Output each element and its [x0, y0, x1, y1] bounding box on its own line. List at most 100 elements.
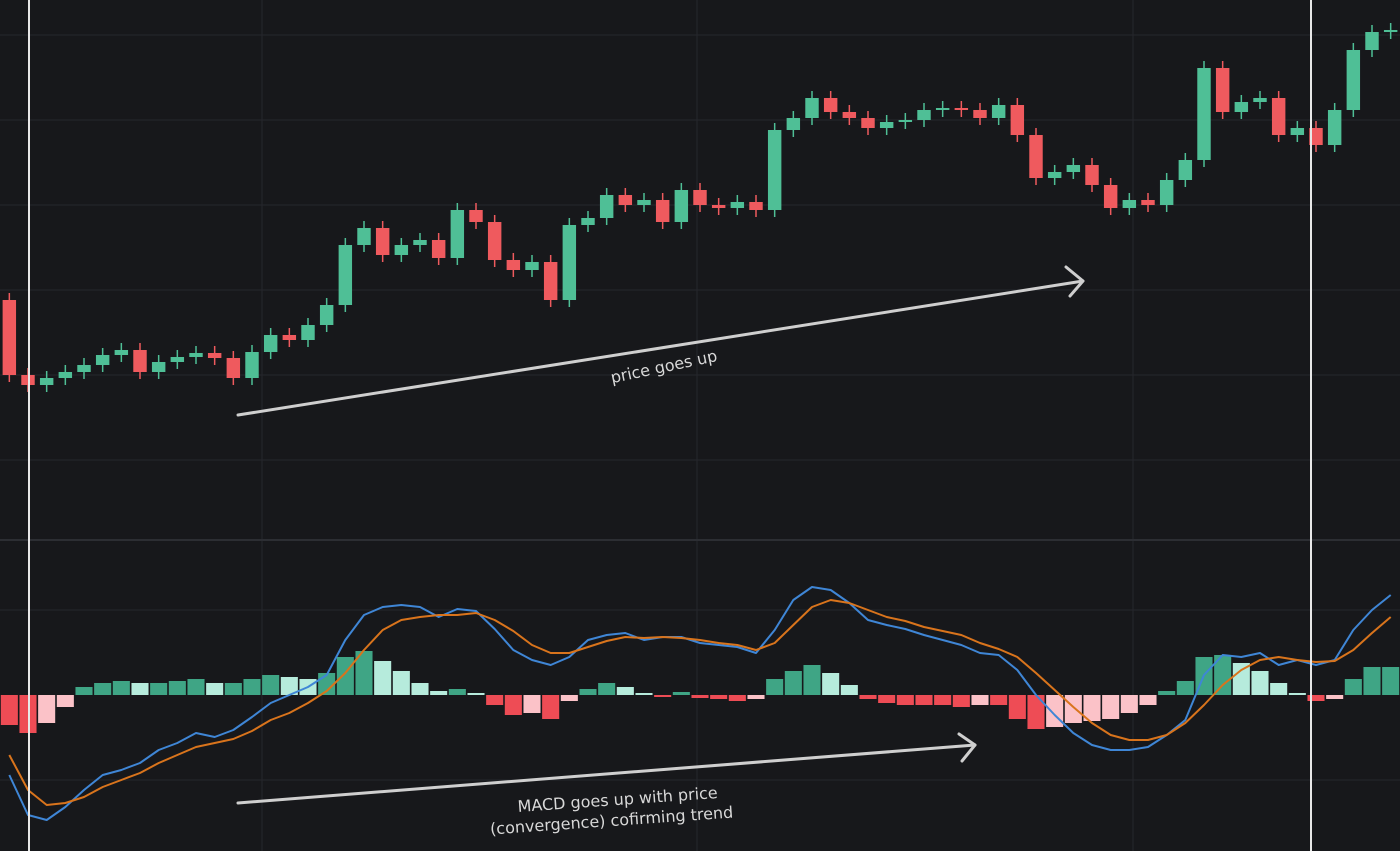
candle-body — [133, 350, 147, 372]
histogram-bar — [1382, 667, 1400, 695]
candle-body — [637, 200, 651, 205]
histogram-bar — [934, 695, 952, 705]
arrow-shaft — [236, 279, 1085, 417]
candle-body — [1197, 68, 1211, 160]
histogram-bar — [784, 671, 802, 695]
candle-body — [973, 110, 987, 118]
candle-body — [319, 305, 334, 325]
histogram-bar — [672, 692, 690, 695]
candle-body — [487, 222, 502, 260]
candle-body — [525, 262, 539, 270]
histogram-bar — [1046, 695, 1064, 727]
candle-body — [1029, 135, 1043, 178]
histogram-bar — [336, 657, 354, 695]
candle-body — [282, 335, 297, 340]
histogram-bar — [448, 689, 466, 695]
histogram-bar — [374, 661, 392, 695]
candle-body — [189, 353, 203, 357]
candle-body — [618, 195, 633, 205]
arrow-head — [1064, 265, 1085, 298]
histogram-bar — [112, 681, 130, 695]
histogram-bar — [1027, 695, 1045, 729]
histogram-bar — [747, 695, 765, 699]
histogram-bar — [1064, 695, 1082, 723]
histogram-bar — [710, 695, 728, 699]
histogram-bar — [840, 685, 858, 695]
histogram-bar — [878, 695, 896, 703]
histogram-bar — [1083, 695, 1101, 721]
candle-body — [506, 260, 521, 270]
candle-body — [655, 200, 670, 222]
candle-body — [711, 205, 726, 208]
histogram-bar — [896, 695, 914, 705]
histogram-bar — [1120, 695, 1138, 713]
histogram-bar — [243, 679, 261, 695]
candle-body — [1103, 185, 1118, 208]
candle-body — [842, 112, 857, 118]
candle-body — [749, 202, 763, 210]
histogram-bar — [579, 689, 597, 695]
plot-area — [0, 23, 1400, 821]
candle-body — [357, 228, 371, 245]
candle-body — [39, 378, 54, 385]
candle-body — [1290, 128, 1305, 135]
histogram-bar — [187, 679, 205, 695]
candle-body — [935, 108, 950, 110]
histogram-bar — [1008, 695, 1026, 719]
histogram-bar — [915, 695, 933, 705]
candle-body — [599, 195, 614, 218]
histogram-bar — [1270, 683, 1288, 695]
candle-body — [394, 245, 409, 255]
candle-body — [991, 105, 1006, 118]
histogram-bar — [262, 675, 280, 695]
macd-line — [8, 586, 1392, 821]
arrow — [236, 732, 977, 805]
histogram-bar — [1307, 695, 1325, 701]
candle-body — [469, 210, 483, 222]
histogram-bar — [728, 695, 746, 701]
candle-body — [917, 110, 931, 120]
histogram-bar — [430, 691, 448, 695]
candle-body — [1141, 200, 1155, 205]
candle-body — [562, 225, 577, 300]
histogram-bar — [952, 695, 970, 707]
candle-body — [1253, 98, 1267, 102]
histogram-bar — [131, 683, 149, 695]
candle-body — [1365, 32, 1379, 50]
candle-body — [170, 357, 185, 362]
histogram-bar — [542, 695, 560, 719]
histogram-bar — [168, 681, 186, 695]
candle-body — [226, 358, 241, 378]
candle-body — [431, 240, 446, 258]
candle-body — [1159, 180, 1174, 205]
histogram-bar — [411, 683, 429, 695]
histogram-bar — [224, 683, 242, 695]
histogram-bar — [822, 673, 840, 695]
histogram-bar — [355, 651, 373, 695]
candle-body — [543, 262, 558, 300]
candle-body — [1309, 128, 1323, 145]
candle-body — [674, 190, 689, 222]
candle-body — [1346, 50, 1361, 110]
histogram-bar — [504, 695, 522, 715]
histogram-bar — [206, 683, 224, 695]
candle-body — [1085, 165, 1099, 185]
arrow-shaft — [236, 743, 977, 805]
histogram-bar — [616, 687, 634, 695]
candle-body — [693, 190, 707, 205]
histogram-bar — [1102, 695, 1120, 719]
histogram-bar — [38, 695, 56, 723]
candle-body — [823, 98, 838, 112]
histogram-bar — [150, 683, 168, 695]
candle-body — [954, 108, 969, 110]
histogram-bar — [654, 695, 672, 697]
candle-body — [301, 325, 315, 340]
histogram-bar — [75, 687, 93, 695]
candle-body — [263, 335, 278, 352]
histogram-bar — [1139, 695, 1157, 705]
candle-body — [245, 352, 259, 378]
candle-body — [1215, 68, 1230, 112]
